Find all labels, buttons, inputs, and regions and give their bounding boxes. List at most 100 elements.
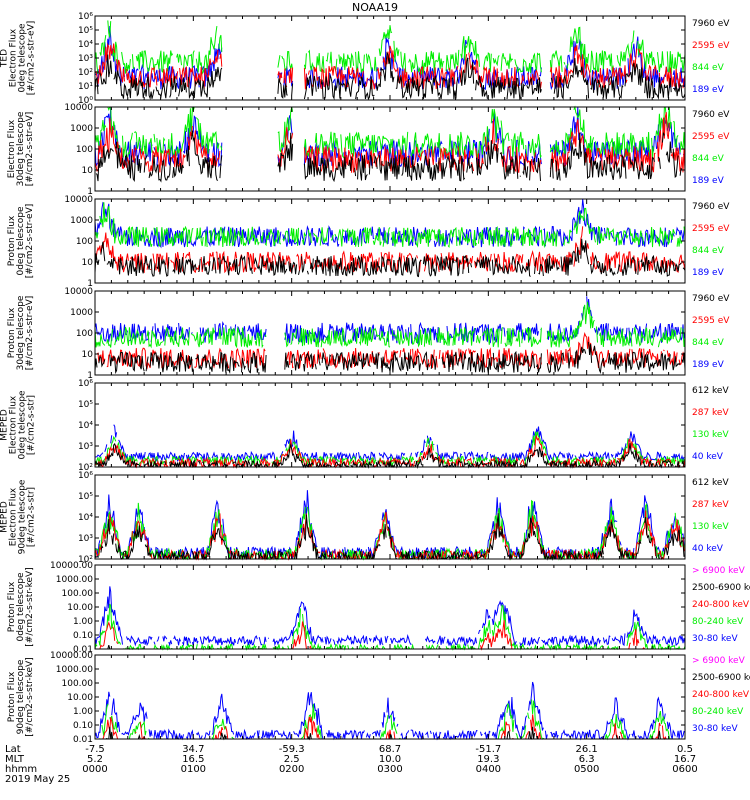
time-row-label-mlt: MLT: [5, 754, 25, 765]
ytick-label: 10000: [64, 103, 93, 113]
ytick-label: 10⁶: [78, 12, 93, 22]
legend-entry: 2595 eV: [692, 224, 730, 234]
ytick-label: 10: [82, 350, 94, 360]
ytick-label: 10000.00: [50, 561, 93, 571]
time-axis-value: 6.3: [579, 754, 595, 765]
ytick-label: 10²: [78, 463, 93, 473]
series-black: [94, 51, 686, 101]
y-axis-label: Proton Flux 0deg telescope [#/cm2-s-str-ke…: [7, 567, 35, 646]
ytick-label: 10⁶: [78, 471, 93, 481]
series-blue: [94, 586, 686, 648]
ytick-label: 10.00: [67, 693, 93, 703]
ytick-label: 10⁵: [78, 26, 93, 36]
time-axis-value: 26.1: [576, 744, 598, 755]
y-axis-label-line: MEPED: [0, 501, 10, 533]
y-axis-label-line: 0deg telescope: [16, 572, 26, 642]
time-axis-value: 68.7: [379, 744, 401, 755]
time-axis-value: -7.5: [85, 744, 105, 755]
y-axis-label-line: Electron Flux: [7, 119, 17, 178]
legend-entry: 2500-6900 keV: [692, 673, 750, 683]
legend-entry: 30-80 keV: [692, 634, 738, 644]
legend-entry: 130 keV: [692, 522, 729, 532]
ytick-label: 1.00: [73, 617, 93, 627]
legend-entry: 2595 eV: [692, 132, 730, 142]
time-axis-value: 16.5: [182, 754, 204, 765]
time-axis-value: 19.3: [477, 754, 499, 765]
y-axis-label-line: Proton Flux: [7, 307, 17, 358]
series-blue: [94, 490, 686, 561]
panel-frame: [94, 654, 686, 740]
legend-entry: 189 eV: [692, 360, 725, 370]
series-blue: [94, 424, 685, 463]
panel-3: 1 10 100 1000 10000 Proton Flux 0deg telescope…: [7, 195, 730, 289]
legend-entry: 287 keV: [692, 500, 729, 510]
y-axis-label-line: Electron Flux: [9, 28, 19, 87]
legend-entry: 240-800 keV: [692, 690, 750, 700]
legend-entry: 2595 eV: [692, 316, 730, 326]
y-axis-label-line: Proton Flux: [7, 581, 17, 632]
y-axis-label-line: Electron Flux: [9, 395, 19, 454]
series-black: [94, 513, 685, 561]
series-black: [94, 341, 686, 375]
panel-8: 0.01 0.10 1.00 10.00 100.00 1000.00 10000.00 Pr…: [7, 651, 750, 745]
ytick-label: 10⁴: [78, 513, 93, 523]
ytick-label: 0.01: [73, 735, 93, 745]
traces: [94, 105, 686, 181]
ytick-label: 10¹: [78, 82, 93, 92]
ytick-label: 100.00: [62, 679, 94, 689]
ytick-label: 10⁰: [78, 96, 93, 106]
ytick-label: 1000: [70, 308, 93, 318]
y-axis-label-line: TED: [0, 49, 10, 68]
y-axis-label-line: 30deg telescope: [16, 111, 26, 186]
traces: [94, 424, 686, 469]
ytick-label: 1000.00: [56, 665, 93, 675]
time-axis-value: 0200: [279, 764, 304, 775]
y-axis-label-line: 90deg telescope: [16, 659, 26, 734]
time-axis-value: 0500: [574, 764, 599, 775]
ytick-label: 1000: [70, 216, 93, 226]
ytick-label: 10.00: [67, 603, 93, 613]
time-row-label-lat: Lat: [5, 744, 21, 755]
ytick-label: 10⁶: [78, 379, 93, 389]
y-axis-label: MEPED Electron Flux 0deg telescope [#/cm2-s…: [0, 390, 37, 460]
ytick-label: 0.01: [73, 645, 93, 655]
y-axis-label: Proton Flux 90deg telescope [#/cm2-s-str-k…: [7, 657, 35, 736]
legend-entry: 844 eV: [692, 246, 725, 256]
time-axis-value: 16.7: [674, 754, 696, 765]
legend-entry: 80-240 keV: [692, 707, 744, 717]
y-axis-label-line: [#/cm2-s-str]: [27, 487, 37, 547]
legend-entry: 7960 eV: [692, 19, 730, 29]
y-axis-label-line: 0deg telescope: [16, 206, 26, 276]
time-axis-value: 34.7: [182, 744, 204, 755]
legend-entry: 7960 eV: [692, 294, 730, 304]
ytick-label: 10⁴: [78, 421, 93, 431]
legend-entry: 612 keV: [692, 386, 729, 396]
time-axis-value: 0400: [476, 764, 501, 775]
panel-1: 10⁰ 10¹ 10² 10³ 10⁴ 10⁵ 10⁶ TED Electron Flux 0de…: [0, 12, 730, 106]
date-label: 2019 May 25: [5, 774, 70, 785]
ytick-label: 10: [82, 258, 94, 268]
panel-4: 1 10 100 1000 10000 Proton Flux 30deg telescop…: [7, 287, 730, 381]
ytick-label: 0.10: [73, 631, 93, 641]
y-axis-label-line: [#/cm2-s-str-eV]: [25, 204, 35, 279]
legend: 7960 eV 2595 eV 844 eV 189 eV: [692, 294, 730, 370]
panel-6: 10² 10³ 10⁴ 10⁵ 10⁶ MEPED Electron Flux 90deg t…: [0, 471, 729, 565]
ytick-label: 0.10: [73, 721, 93, 731]
series-black: [94, 238, 686, 278]
y-axis-label-line: [#/cm2-s-str-eV]: [27, 21, 37, 96]
legend-entry: 130 keV: [692, 430, 729, 440]
time-axis-value: 0000: [82, 764, 107, 775]
legend-entry: 2595 eV: [692, 41, 730, 51]
panel-2: 1 10 100 1000 10000 Electron Flux 30deg telesc…: [7, 103, 730, 197]
ytick-label: 1: [87, 187, 93, 197]
ytick-label: 10000: [64, 195, 93, 205]
ytick-label: 1.00: [73, 707, 93, 717]
time-axis-value: 0.5: [677, 744, 693, 755]
legend-entry: 189 eV: [692, 176, 725, 186]
legend: 612 keV 287 keV 130 keV 40 keV: [692, 478, 729, 554]
ytick-label: 10²: [78, 68, 93, 78]
y-axis-label-line: MEPED: [0, 409, 10, 441]
legend-entry: 7960 eV: [692, 202, 730, 212]
series-green: [94, 105, 686, 159]
